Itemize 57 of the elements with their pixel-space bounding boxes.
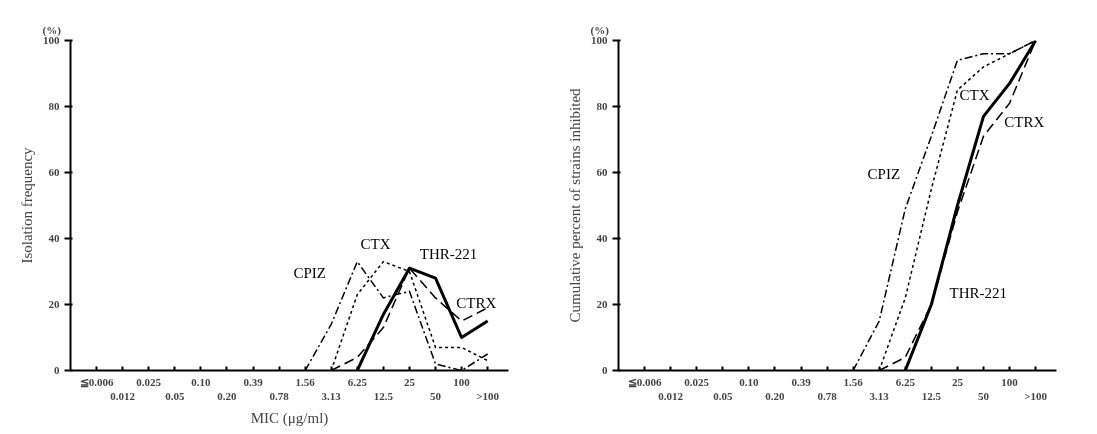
x-tick-label: 0.012: [110, 389, 136, 402]
y-tick-label: 0: [54, 364, 60, 376]
x-tick-label: 0.20: [217, 389, 238, 402]
text: (%): [42, 23, 62, 37]
y-tick-label: 100: [591, 34, 608, 46]
x-tick-label: 0.39: [791, 375, 812, 388]
x-tick-label: 0.025: [684, 375, 710, 388]
x-tick-label: 0.39: [243, 375, 264, 388]
x-tick-label: 6.25: [895, 375, 916, 388]
x-tick-label: 0.78: [269, 389, 290, 402]
y-axis-title: Isolation frequency: [19, 146, 35, 264]
x-tick-label: 100: [453, 375, 471, 388]
y-tick-label: 80: [596, 100, 608, 112]
x-tick-label: 12.5: [373, 389, 394, 402]
series-label: CTX: [360, 235, 391, 252]
x-tick-label: 50: [978, 389, 990, 402]
y-tick-label: 100: [43, 34, 60, 46]
x-tick-label: 0.10: [739, 375, 759, 388]
series-label: CTRX: [456, 295, 497, 312]
x-tick-label: 25: [951, 375, 964, 388]
series-label: CTRX: [1004, 113, 1045, 130]
y-tick-label: 20: [48, 298, 60, 310]
x-tick-label: 0.012: [658, 389, 684, 402]
y-tick-label: 40: [596, 232, 608, 244]
y-tick-label: 80: [48, 100, 60, 112]
x-tick-label: 50: [430, 389, 442, 402]
y-tick-label: 60: [596, 166, 608, 178]
x-tick-label: 0.05: [165, 389, 185, 402]
y-tick-label: 60: [48, 166, 60, 178]
series-label: CPIZ: [293, 265, 327, 282]
series-label: THR-221: [949, 285, 1008, 302]
x-tick-label: 3.13: [869, 389, 890, 402]
series-label: THR-221: [419, 245, 478, 262]
series-label: CPIZ: [867, 166, 901, 183]
x-tick-label: 100: [1001, 375, 1019, 388]
y-tick-label: 0: [602, 364, 608, 376]
y-tick-label: 20: [596, 298, 608, 310]
y-axis-title: Cumulative percent of strains inhibited: [567, 87, 583, 323]
y-tick-label: 40: [48, 232, 60, 244]
x-tick-label: >100: [1024, 389, 1048, 402]
x-tick-label: 0.20: [765, 389, 786, 402]
x-tick-label: >100: [476, 389, 500, 402]
x-tick-label: 6.25: [347, 375, 368, 388]
text: (%): [590, 23, 610, 37]
x-tick-label: 0.025: [136, 375, 162, 388]
x-tick-label: 0.05: [713, 389, 733, 402]
x-tick-label: 0.10: [191, 375, 211, 388]
series-label: CTX: [959, 87, 990, 104]
x-tick-label: ≦0.006: [627, 375, 662, 388]
x-axis-title: MIC (μg/ml): [250, 409, 329, 427]
x-tick-label: 0.78: [817, 389, 838, 402]
x-tick-label: 1.56: [843, 375, 864, 388]
x-tick-label: 12.5: [921, 389, 942, 402]
x-tick-label: ≦0.006: [79, 375, 114, 388]
x-tick-label: 25: [403, 375, 416, 388]
x-tick-label: 1.56: [295, 375, 316, 388]
x-tick-label: 3.13: [321, 389, 342, 402]
